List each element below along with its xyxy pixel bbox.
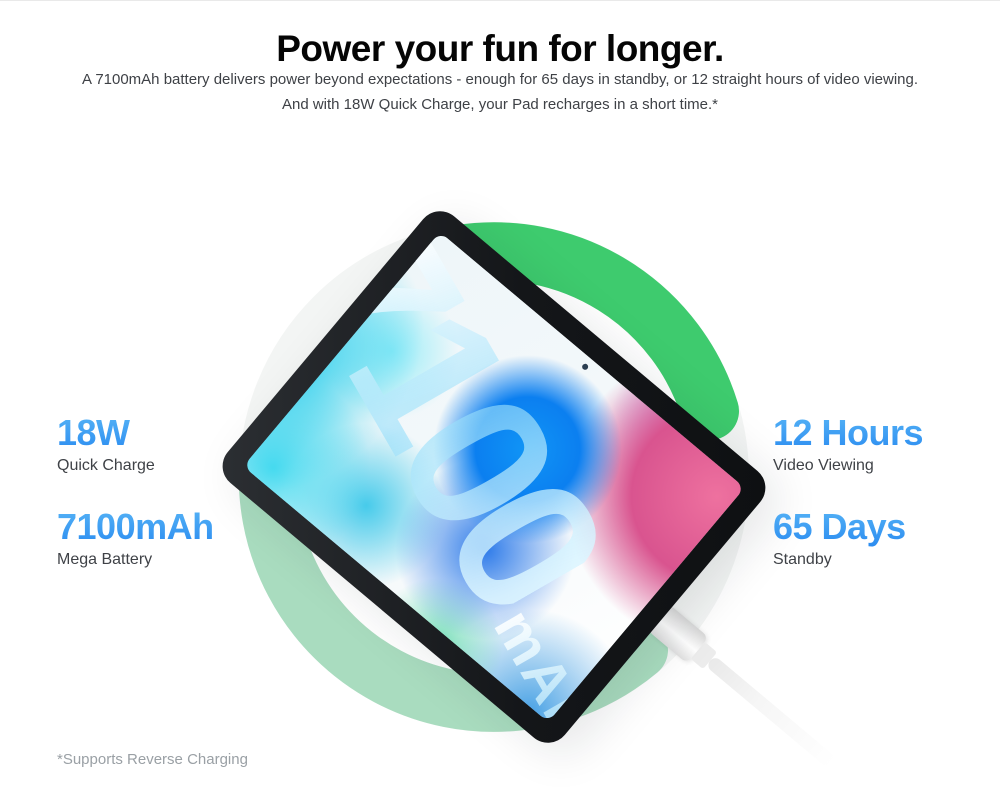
stat-video-viewing: 12 Hours Video Viewing — [773, 412, 924, 475]
front-camera-dot — [580, 362, 590, 372]
stat-value: 12 Hours — [773, 412, 924, 453]
stat-label: Video Viewing — [773, 457, 874, 474]
ring-arc-green — [430, 222, 739, 440]
page-title: Power your fun for longer. — [276, 27, 724, 69]
stat-value: 65 Days — [773, 506, 906, 547]
stat-label: Mega Battery — [57, 551, 153, 568]
stat-mega-battery: 7100mAh Mega Battery — [57, 507, 214, 569]
stat-value: 7100mAh — [57, 506, 214, 547]
stat-value: 18W — [57, 413, 155, 453]
reverse-charging-footnote: *Supports Reverse Charging — [57, 751, 248, 768]
subtitle-line-2: And with 18W Quick Charge, your Pad rech… — [281, 96, 719, 113]
stat-label: Quick Charge — [57, 457, 155, 474]
stat-standby: 65 Days Standby — [773, 507, 906, 569]
stat-label: Standby — [773, 551, 832, 568]
stat-quick-charge: 18W Quick Charge — [57, 413, 155, 475]
subtitle-line-1: A 7100mAh battery delivers power beyond … — [81, 71, 919, 88]
section-subtitle: A 7100mAh battery delivers power beyond … — [0, 67, 1000, 117]
